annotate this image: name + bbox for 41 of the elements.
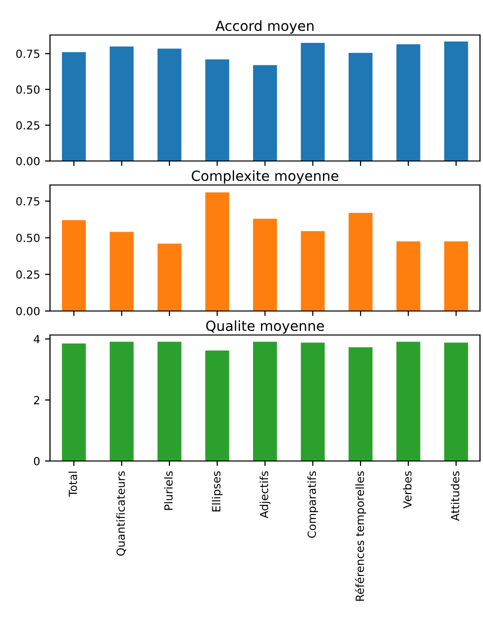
chart-title: Qualite moyenne [206,320,324,334]
y-tick-label: 0.25 [16,270,40,279]
bar [110,46,134,161]
y-tick-label: 4 [34,335,40,344]
bar [300,42,325,161]
chart-title: Accord moyen [215,20,314,34]
chart-title: Complexite moyenne [192,170,338,184]
bar [158,48,182,161]
bar [110,232,134,311]
y-tick-label: 0 [34,456,40,466]
y-tick-label: 2 [34,396,40,404]
bar [253,65,277,161]
y-tick-label: 0.75 [16,197,40,206]
x-tick-label: Comparatifs [307,471,318,538]
bar [62,220,86,311]
x-tick-label: Ellipses [212,471,223,512]
x-tick-label: Total [68,472,78,497]
x-tick-label: Références temporelles [354,471,366,601]
x-tick-label: Pluriels [164,471,173,510]
bar [396,44,420,161]
y-tick-label: 0.25 [16,121,40,130]
y-tick-label: 0.50 [16,85,40,94]
y-tick-label: 0.50 [16,234,40,242]
y-tick-label: 0.00 [16,156,40,166]
bar [396,241,420,311]
x-tick-label: Quantificateurs [116,471,126,556]
y-tick-label: 0.75 [16,50,40,58]
bar [444,41,468,161]
bar [158,244,182,311]
bar [444,241,468,311]
bar [205,59,230,161]
y-tick-label: 0.00 [16,306,40,316]
x-tick-label: Adjectifs [260,471,270,518]
bar [300,231,325,311]
bar [348,52,372,161]
bar [62,52,86,161]
x-tick-label: Attitudes [450,471,460,521]
bar [253,218,277,311]
bar [348,212,372,311]
bar [205,192,230,311]
x-tick-label: Verbes [402,471,412,508]
